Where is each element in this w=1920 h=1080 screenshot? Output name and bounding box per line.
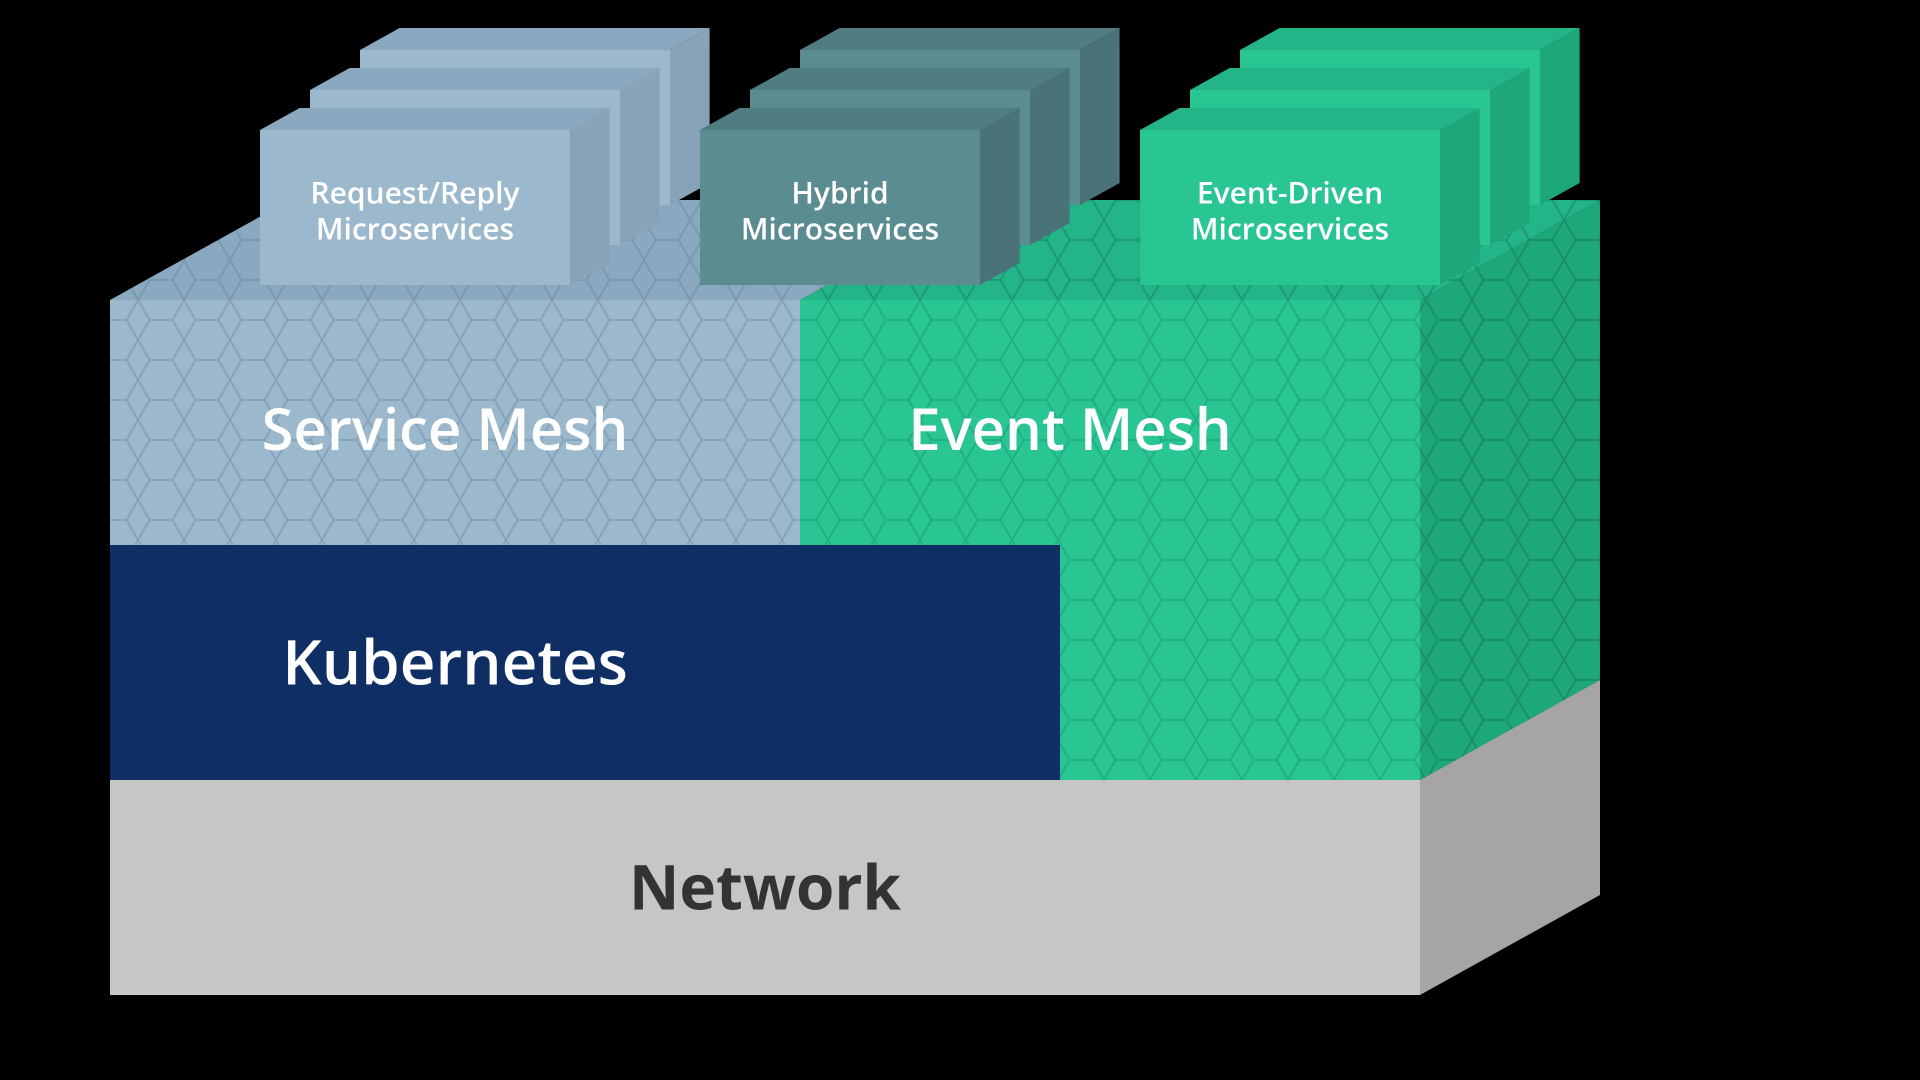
event-mesh-label: Event Mesh bbox=[908, 388, 1232, 467]
kubernetes-label: Kubernetes bbox=[282, 620, 628, 704]
microservice-label-line2-request_reply: Microservices bbox=[316, 208, 514, 249]
architecture-diagram: Network Event Mesh Kubernetes Service Mesh R… bbox=[0, 0, 1920, 1080]
service-mesh-label: Service Mesh bbox=[262, 388, 629, 467]
network-label: Network bbox=[629, 845, 902, 929]
microservice-label-line1-request_reply: Request/Reply bbox=[310, 172, 520, 213]
microservice-label-line1-hybrid: Hybrid bbox=[791, 172, 888, 213]
microservice-label-line1-event_driven: Event-Driven bbox=[1197, 172, 1383, 213]
microservice-label-line2-event_driven: Microservices bbox=[1191, 208, 1389, 249]
microservice-label-line2-hybrid: Microservices bbox=[741, 208, 939, 249]
